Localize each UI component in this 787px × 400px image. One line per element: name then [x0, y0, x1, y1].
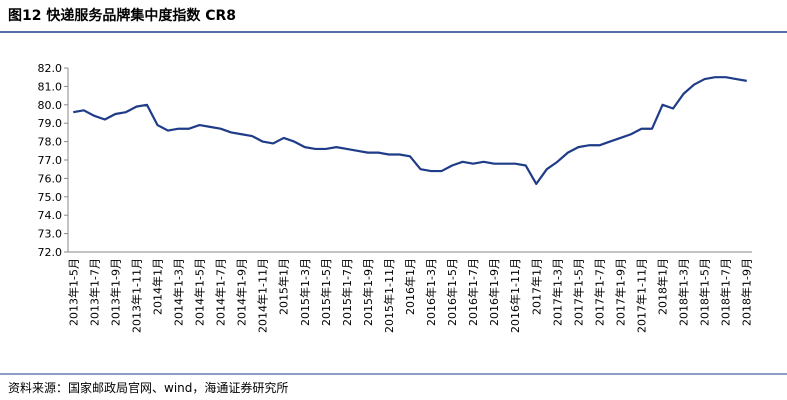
line-series: [73, 76, 747, 186]
x-tick-label: 2014年1-11月: [256, 258, 270, 333]
x-tick-label: 2014年1-9月: [235, 258, 249, 326]
source: 资料来源：国家邮政局官网、wind，海通证券研究所: [8, 380, 288, 395]
x-tick-label: 2013年1-9月: [108, 258, 122, 326]
y-tick-label: 79.0: [38, 117, 63, 130]
y-tick-label: 72.0: [38, 246, 63, 259]
x-tick-label: 2017年1-5月: [571, 258, 585, 326]
x-tick-label: 2015年1-3月: [298, 258, 312, 326]
x-tick-label: 2016年1-5月: [445, 258, 459, 326]
x-tick-label: 2016年1-3月: [424, 258, 438, 326]
chart-title: 图12 快递服务品牌集中度指数 CR8: [8, 7, 236, 24]
x-tick-label: 2014年1-5月: [193, 258, 207, 326]
y-tick-label: 78.0: [38, 136, 63, 149]
y-tick-label: 81.0: [38, 80, 63, 93]
x-tick-label: 2017年1-7月: [592, 258, 606, 326]
x-tick-label: 2017年1-9月: [613, 258, 627, 326]
x-tick-label: 2018年1-5月: [698, 258, 712, 326]
x-tick-label: 2013年1-5月: [66, 258, 80, 326]
x-tick-label: 2015年1-7月: [340, 258, 354, 326]
y-tick-label: 82.0: [38, 62, 63, 75]
y-tick-label: 74.0: [38, 209, 63, 222]
x-tick-label: 2016年1-7月: [466, 258, 480, 326]
x-tick-label: 2018年1-7月: [719, 258, 733, 326]
x-tick-label: 2014年1-3月: [171, 258, 185, 326]
x-tick-label: 2014年1-7月: [214, 258, 228, 326]
y-tick-label: 73.0: [38, 228, 63, 241]
y-tick-label: 75.0: [38, 191, 63, 204]
x-tick-label: 2014年1月: [150, 258, 164, 315]
x-tick-label: 2013年1-11月: [129, 258, 143, 333]
x-tick-label: 2017年1-11月: [635, 258, 649, 333]
x-tick-label: 2016年1-9月: [487, 258, 501, 326]
y-tick-label: 76.0: [38, 172, 63, 185]
x-tick-label: 2017年1月: [529, 258, 543, 315]
x-tick-label: 2018年1-9月: [740, 258, 754, 326]
x-tick-label: 2018年1-3月: [677, 258, 691, 326]
x-tick-label: 2013年1-7月: [87, 258, 101, 326]
x-tick-label: 2015年1-11月: [382, 258, 396, 333]
x-tick-label: 2015年1月: [277, 258, 291, 315]
x-tick-label: 2016年1-11月: [508, 258, 522, 333]
x-tick-label: 2015年1-9月: [361, 258, 375, 326]
y-tick-label: 77.0: [38, 154, 63, 167]
x-tick-label: 2016年1月: [403, 258, 417, 315]
x-tick-label: 2018年1月: [656, 258, 670, 315]
y-tick-label: 80.0: [38, 99, 63, 112]
x-tick-label: 2015年1-5月: [319, 258, 333, 326]
x-tick-label: 2017年1-3月: [550, 258, 564, 326]
